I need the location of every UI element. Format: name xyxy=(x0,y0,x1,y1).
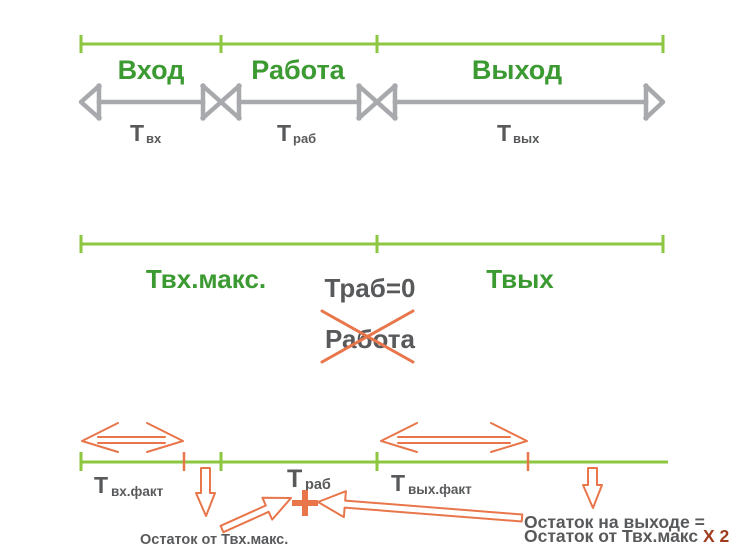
svg-text:вых: вых xyxy=(513,131,540,146)
svg-text:T: T xyxy=(130,120,144,146)
svg-text:Траб=0: Траб=0 xyxy=(325,273,416,303)
svg-text:Вход: Вход xyxy=(118,55,185,85)
svg-text:Работа: Работа xyxy=(251,55,345,85)
svg-text:Остаток от Твх.макс.: Остаток от Твх.макс. xyxy=(140,532,288,548)
svg-text:T: T xyxy=(94,472,108,498)
svg-text:раб: раб xyxy=(293,131,316,146)
svg-text:T: T xyxy=(277,120,291,146)
svg-text:Остаток от Твх.макс Х 2: Остаток от Твх.макс Х 2 xyxy=(524,526,729,546)
svg-text:T: T xyxy=(497,120,511,146)
svg-text:вх.факт: вх.факт xyxy=(111,484,164,499)
svg-text:вх: вх xyxy=(146,131,162,146)
svg-text:T: T xyxy=(391,470,405,496)
svg-text:Выход: Выход xyxy=(472,55,562,85)
svg-text:вых.факт: вых.факт xyxy=(408,482,472,497)
svg-text:раб: раб xyxy=(305,477,331,493)
svg-text:T: T xyxy=(287,465,302,493)
svg-text:Твых: Твых xyxy=(486,264,554,294)
svg-text:Твх.макс.: Твх.макс. xyxy=(146,264,266,294)
